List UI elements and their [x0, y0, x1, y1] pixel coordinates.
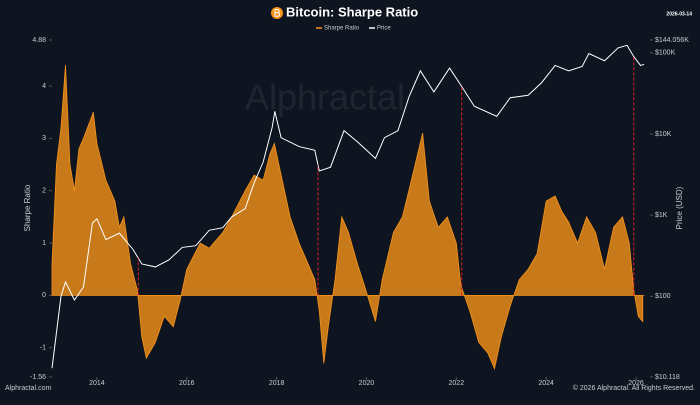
x-tick-label: 2022 [449, 380, 465, 387]
x-tick-label: 2026 [628, 380, 644, 387]
y-tick-label: -1 [40, 345, 46, 352]
footer-left: Alphractal.com [5, 385, 51, 392]
x-tick-label: 2020 [359, 380, 375, 387]
x-tick-label: 2014 [89, 380, 105, 387]
y2-axis-label: Price (USD) [675, 186, 684, 229]
footer-right: © 2026 Alphractal. All Rights Reserved. [573, 384, 695, 392]
y2-tick-label: $1K [655, 212, 668, 219]
y-tick-label: 4.88 [32, 37, 46, 44]
price-line [51, 44, 645, 369]
y-tick-label: 3 [42, 135, 46, 142]
chart-title: Bitcoin: Sharpe Ratio [286, 4, 418, 19]
y-tick-label: 0 [42, 292, 46, 299]
watermark: Alphractal [245, 77, 405, 118]
y-axis-label: Sharpe Ratio [23, 184, 32, 231]
y2-tick-label: $144.056K [655, 37, 689, 44]
y2-tick-label: $10.118 [655, 374, 680, 381]
legend-label: Price [377, 26, 391, 32]
legend-label: Sharpe Ratio [324, 26, 360, 32]
y-tick-label: 2 [42, 188, 46, 195]
y-tick-label: 4 [42, 83, 46, 90]
x-tick-label: 2018 [269, 380, 285, 387]
y-tick-label: -1.56 [30, 374, 46, 381]
bitcoin-glyph [274, 9, 281, 17]
y2-tick-label: $10K [655, 131, 672, 138]
x-tick-label: 2016 [179, 380, 195, 387]
date: 2026-03-14 [666, 11, 692, 17]
y2-tick-label: $100K [655, 50, 676, 57]
y2-tick-label: $100 [655, 293, 671, 300]
x-tick-label: 2024 [538, 380, 554, 387]
y-tick-label: 1 [42, 240, 46, 247]
sharpe-area [51, 65, 644, 370]
